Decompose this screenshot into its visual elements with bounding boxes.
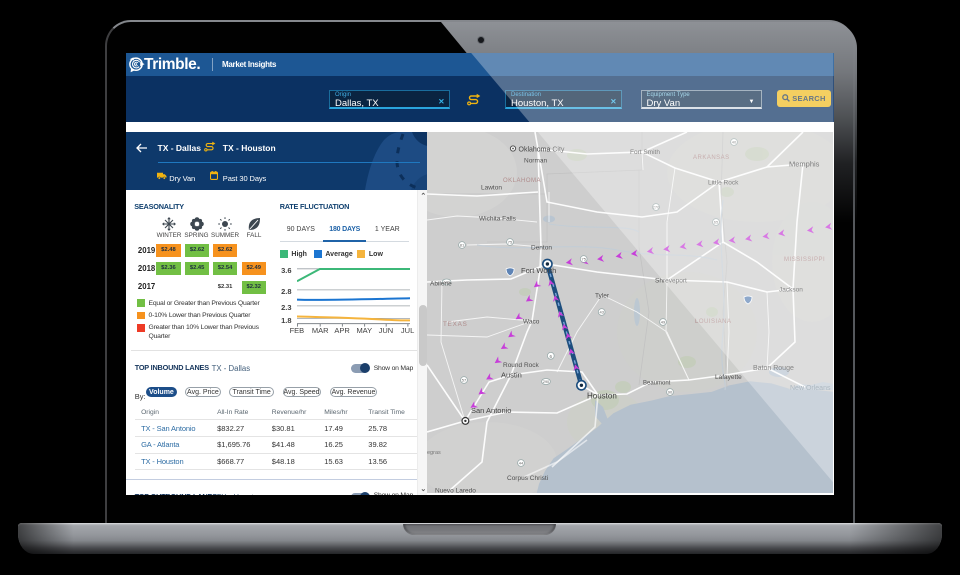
svg-text:Fort Smith: Fort Smith bbox=[630, 149, 660, 156]
svg-text:MISSISSIPPI: MISSISSIPPI bbox=[784, 257, 825, 263]
svg-text:Lawton: Lawton bbox=[481, 184, 502, 191]
svg-text:Nuevo Laredo: Nuevo Laredo bbox=[435, 487, 476, 493]
svg-text:New Orleans: New Orleans bbox=[790, 385, 831, 392]
svg-text:65: 65 bbox=[714, 220, 719, 225]
svg-text:Baton Rouge: Baton Rouge bbox=[753, 365, 794, 372]
svg-text:Fort Worth: Fort Worth bbox=[521, 266, 556, 275]
svg-text:Little Rock: Little Rock bbox=[708, 179, 739, 186]
svg-text:40: 40 bbox=[732, 140, 737, 145]
svg-text:TEXAS: TEXAS bbox=[443, 321, 468, 328]
svg-text:Wichita Falls: Wichita Falls bbox=[479, 215, 517, 222]
svg-text:LOUISIANA: LOUISIANA bbox=[695, 319, 732, 325]
svg-text:90: 90 bbox=[668, 390, 673, 395]
svg-text:49: 49 bbox=[661, 320, 666, 325]
svg-text:44: 44 bbox=[519, 461, 524, 466]
svg-text:290: 290 bbox=[543, 380, 549, 384]
svg-text:75: 75 bbox=[508, 240, 513, 245]
svg-text:Beaumont: Beaumont bbox=[643, 380, 671, 386]
svg-text:81: 81 bbox=[460, 243, 465, 248]
svg-text:270: 270 bbox=[653, 205, 660, 210]
svg-text:San Antonio: San Antonio bbox=[471, 406, 511, 415]
svg-text:Norman: Norman bbox=[524, 157, 548, 164]
svg-text:Denton: Denton bbox=[531, 244, 552, 251]
svg-text:Houston: Houston bbox=[587, 391, 617, 400]
svg-text:ARKANSAS: ARKANSAS bbox=[693, 155, 730, 161]
svg-text:180: 180 bbox=[444, 281, 450, 285]
svg-text:6: 6 bbox=[550, 354, 553, 359]
svg-text:Abilene: Abilene bbox=[430, 280, 452, 287]
svg-text:Waco: Waco bbox=[523, 318, 540, 325]
svg-text:Corpus Christi: Corpus Christi bbox=[507, 475, 548, 482]
svg-text:43: 43 bbox=[600, 310, 605, 315]
svg-text:75: 75 bbox=[582, 257, 587, 262]
svg-text:Jackson: Jackson bbox=[779, 286, 803, 293]
svg-text:Round Rock: Round Rock bbox=[503, 362, 540, 369]
svg-text:egras: egras bbox=[427, 450, 441, 456]
svg-text:OKLAHOMA: OKLAHOMA bbox=[503, 178, 541, 184]
svg-text:Lafayette: Lafayette bbox=[715, 374, 742, 381]
svg-text:57: 57 bbox=[462, 378, 467, 383]
svg-text:Oklahoma City: Oklahoma City bbox=[519, 146, 565, 153]
svg-text:Shreveport: Shreveport bbox=[655, 277, 687, 284]
svg-text:Tyler: Tyler bbox=[595, 292, 610, 299]
svg-text:Austin: Austin bbox=[501, 370, 522, 379]
svg-text:Memphis: Memphis bbox=[789, 159, 820, 168]
